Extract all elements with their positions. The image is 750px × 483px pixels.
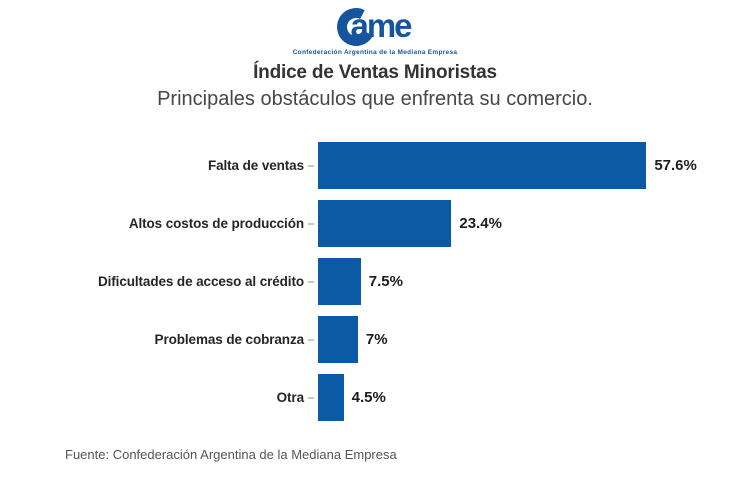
bar-row: Altos costos de producción 23.4% bbox=[0, 200, 750, 247]
category-label: Altos costos de producción bbox=[128, 216, 304, 231]
logo-text: ame bbox=[350, 7, 412, 44]
tick-mark bbox=[308, 338, 314, 341]
bar bbox=[318, 374, 344, 421]
bar bbox=[318, 200, 452, 247]
bar-row: Dificultades de acceso al crédito 7.5% bbox=[0, 258, 750, 305]
tick-mark bbox=[308, 396, 314, 399]
came-logo: ame Confederación Argentina de la Median… bbox=[0, 3, 750, 56]
value-label: 23.4% bbox=[459, 215, 502, 232]
bar-row: Falta de ventas 57.6% bbox=[0, 142, 750, 189]
category-label: Otra bbox=[276, 390, 304, 405]
bar-row: Otra 4.5% bbox=[0, 374, 750, 421]
source-note: Fuente: Confederación Argentina de la Me… bbox=[65, 447, 397, 462]
tick-mark bbox=[308, 280, 314, 283]
value-label: 7.5% bbox=[368, 273, 403, 290]
tick-mark bbox=[308, 164, 314, 167]
value-label: 7% bbox=[365, 331, 388, 348]
bar bbox=[318, 142, 647, 189]
category-label: Dificultades de acceso al crédito bbox=[97, 274, 304, 289]
bar-chart: Falta de ventas 57.6% Altos costos de pr… bbox=[0, 142, 750, 432]
bar bbox=[318, 316, 358, 363]
value-label: 4.5% bbox=[351, 389, 386, 406]
bar bbox=[318, 258, 361, 305]
came-logo-mark: ame bbox=[332, 3, 413, 51]
logo-tagline: Confederación Argentina de la Mediana Em… bbox=[292, 49, 458, 56]
category-label: Problemas de cobranza bbox=[154, 332, 305, 347]
bar-row: Problemas de cobranza 7% bbox=[0, 316, 750, 363]
value-label: 57.6% bbox=[654, 157, 697, 174]
chart-subtitle: Principales obstáculos que enfrenta su c… bbox=[157, 88, 593, 110]
tick-mark bbox=[308, 222, 314, 225]
category-label: Falta de ventas bbox=[207, 158, 304, 173]
chart-title: Índice de Ventas Minoristas bbox=[253, 62, 497, 83]
